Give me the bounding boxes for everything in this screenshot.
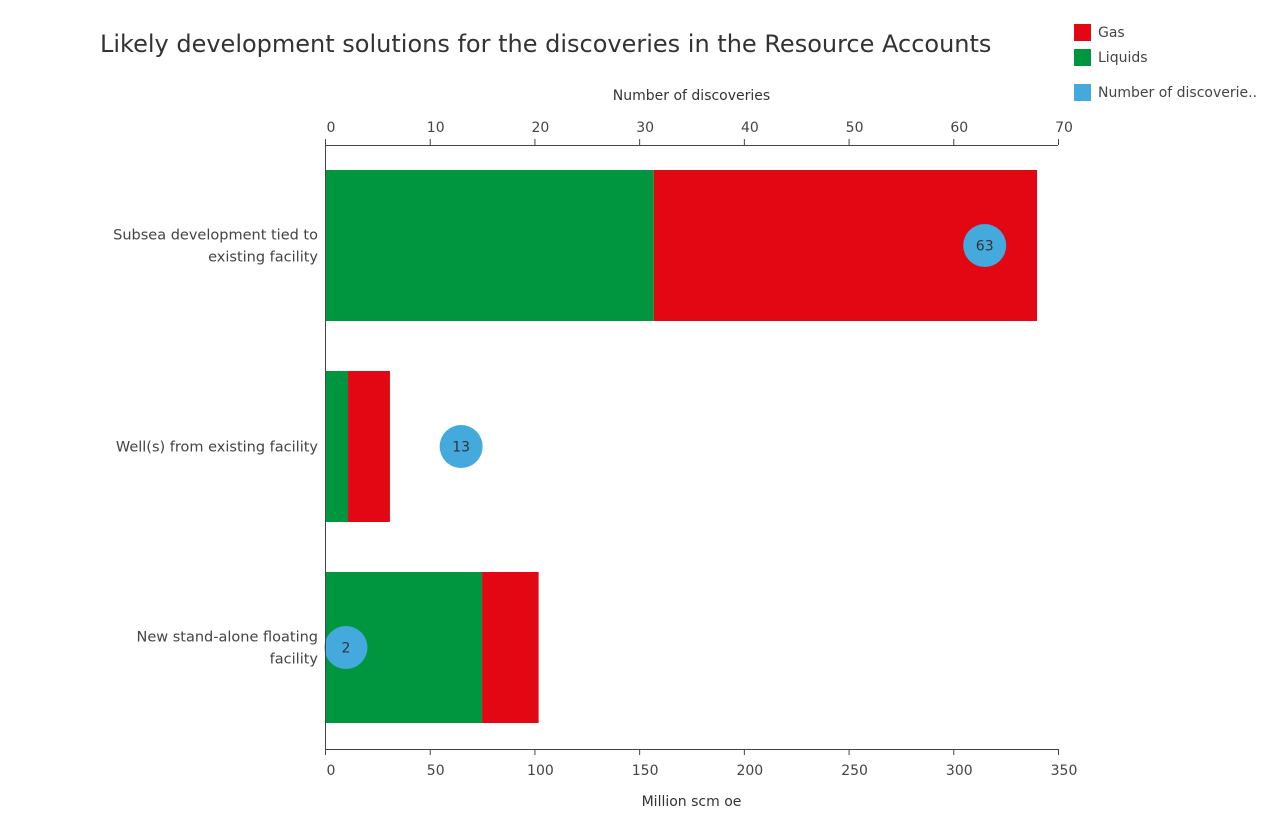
category-label-0: Subsea development tied to existing facil…	[113, 228, 318, 266]
discoveries-label-1: 13	[452, 440, 470, 456]
bottom-axis-tick-label-7: 350	[1051, 763, 1078, 779]
legend-swatch-discoveries	[1074, 84, 1091, 101]
legend-label-gas: Gas	[1098, 24, 1125, 41]
top-axis-tick-label-4: 40	[741, 120, 759, 136]
discoveries-point-1[interactable]	[439, 425, 483, 468]
bar-liquids-0[interactable]	[325, 170, 654, 321]
top-axis-tick-label-1: 10	[427, 120, 445, 136]
category-label-1: Well(s) from existing facility	[116, 440, 319, 456]
chart-title: Likely development solutions for the dis…	[100, 30, 992, 58]
top-axis-tick-label-7: 70	[1055, 120, 1073, 136]
top-axis-tick-label-5: 50	[846, 120, 864, 136]
discoveries-point-0[interactable]	[963, 224, 1007, 267]
bottom-axis-tick-label-2: 100	[527, 763, 554, 779]
top-axis-tick-label-3: 30	[636, 120, 654, 136]
top-axis-tick-label-0: 0	[327, 120, 336, 136]
bottom-axis-tick-label-4: 200	[736, 763, 763, 779]
bottom-axis-tick-label-5: 250	[841, 763, 868, 779]
legend-item-discoveries[interactable]: Number of discoverie..	[1074, 84, 1257, 101]
discoveries-point-2[interactable]	[324, 626, 368, 669]
bottom-axis-tick-label-0: 0	[327, 763, 336, 779]
legend-swatch-liquids	[1074, 49, 1091, 66]
top-axis-title: Number of discoveries	[613, 88, 770, 104]
legend-item-gas[interactable]: Gas	[1074, 24, 1125, 41]
bottom-axis-tick-label-6: 300	[946, 763, 973, 779]
bottom-axis-tick-label-1: 50	[427, 763, 445, 779]
top-axis-tick-label-6: 60	[950, 120, 968, 136]
category-label-2: New stand-alone floating facility	[137, 630, 319, 668]
legend-swatch-gas	[1074, 24, 1091, 41]
bottom-axis-tick-label-3: 150	[632, 763, 659, 779]
bar-liquids-1[interactable]	[325, 371, 349, 522]
legend-label-liquids: Liquids	[1098, 49, 1148, 66]
bar-gas-2[interactable]	[482, 572, 539, 723]
discoveries-label-0: 63	[976, 239, 994, 255]
discoveries-label-2: 2	[341, 641, 350, 657]
bar-gas-1[interactable]	[348, 371, 390, 522]
legend-label-discoveries: Number of discoverie..	[1098, 84, 1258, 101]
bottom-axis-title: Million scm oe	[642, 794, 742, 810]
top-axis-tick-label-2: 20	[532, 120, 550, 136]
legend-item-liquids[interactable]: Liquids	[1074, 49, 1148, 66]
